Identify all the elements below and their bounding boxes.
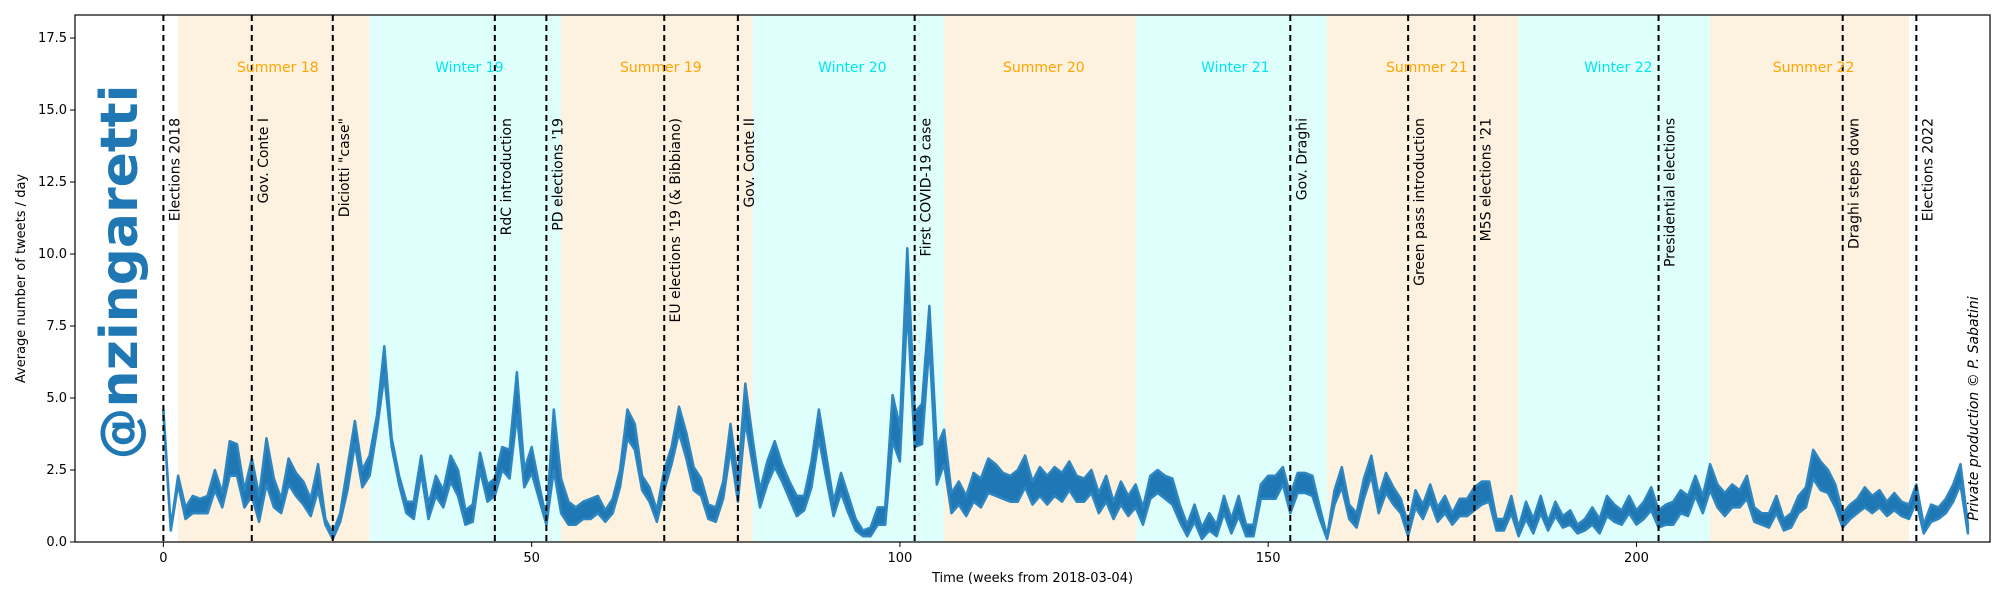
x-tick-label: 100 [888,551,913,566]
event-label: M5S elections '21 [1478,118,1494,241]
y-tick-label: 12.5 [38,175,67,190]
season-label: Summer 21 [1386,60,1468,76]
season-label: Winter 19 [435,60,503,76]
season-band [752,15,945,542]
season-label: Winter 22 [1584,60,1652,76]
tweet-rate-band [162,247,1970,541]
season-label: Summer 18 [237,60,319,76]
season-bands [178,15,1909,542]
x-tick-label: 150 [1256,551,1281,566]
x-tick-label: 50 [523,551,540,566]
account-handle: @nzingaretti [90,85,150,460]
y-tick-label: 7.5 [46,319,67,334]
season-label: Winter 20 [818,60,886,76]
event-label: Gov. Draghi [1294,118,1310,200]
event-label: First COVID-19 case [919,118,935,256]
event-label: Presidential elections [1663,118,1679,267]
season-band [178,15,370,542]
x-tick-label: 0 [159,551,167,566]
season-band [1518,15,1711,542]
y-tick-label: 0.0 [46,535,67,550]
y-tick-label: 5.0 [46,391,67,406]
event-label: Green pass introduction [1412,118,1428,286]
event-label: Gov. Conte I [256,118,272,203]
season-band [1135,15,1328,542]
event-markers: Elections 2018 Gov. Conte I Diciotti "case… [162,15,1936,542]
season-band [1710,15,1909,542]
plot-frame [74,14,1991,543]
season-labels: Summer 18 Winter 19 Summer 19 Winter 20 Summ… [237,60,1854,76]
axes: 0.0 2.5 5.0 7.5 10.0 12.5 15.0 17.5 0 50 100 150 200 [38,14,1991,566]
season-label: Summer 19 [620,60,702,76]
season-label: Summer 22 [1773,60,1855,76]
y-tick-label: 17.5 [38,31,67,46]
event-label: Draghi steps down [1847,118,1863,249]
season-band [561,15,753,542]
credit-note: Private production © P. Sabatini [1966,296,1982,520]
event-label: Diciotti "case" [337,118,353,217]
season-label: Summer 20 [1003,60,1085,76]
y-axis-label: Average number of tweets / day [14,174,29,384]
y-tick-label: 10.0 [38,247,67,262]
season-label: Winter 21 [1201,60,1269,76]
event-label: Elections 2022 [1920,118,1936,221]
event-label: EU elections '19 (& Bibbiano) [668,118,684,323]
y-tick-label: 2.5 [46,463,67,478]
y-tick-label: 15.0 [38,103,67,118]
x-tick-label: 200 [1624,551,1649,566]
event-label: Elections 2018 [167,118,183,221]
event-label: RdC introduction [499,118,515,235]
season-band [944,15,1136,542]
event-label: Gov. Conte II [742,118,758,208]
x-axis-label: Time (weeks from 2018-03-04) [931,571,1133,586]
season-band [1327,15,1519,542]
tweet-rate-area [162,247,1970,541]
event-label: PD elections '19 [550,118,566,231]
